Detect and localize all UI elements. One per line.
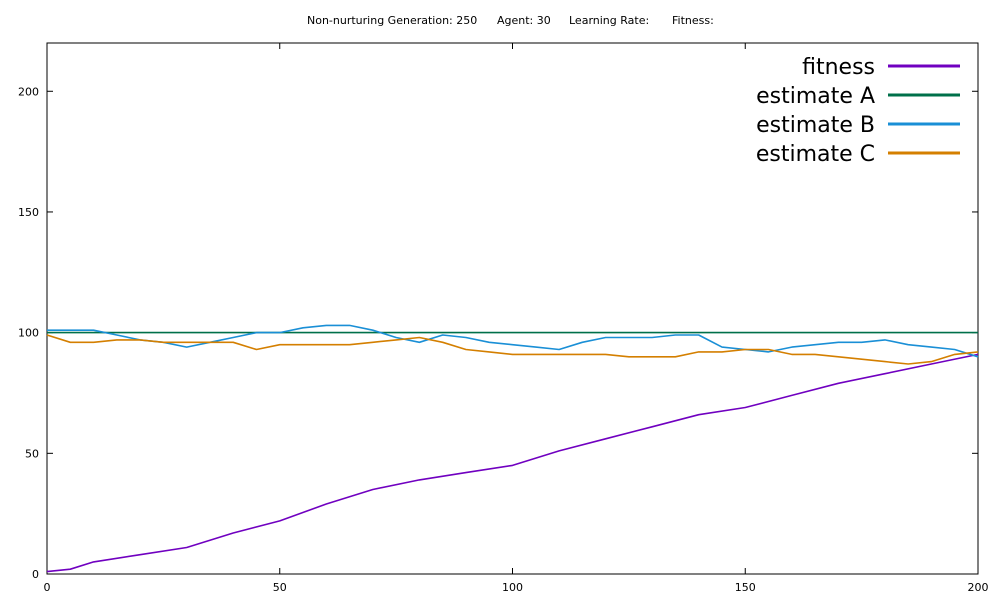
y-tick-label-2: 100 xyxy=(18,327,39,340)
x-tick-label-2: 100 xyxy=(502,581,523,594)
legend-label-estimate-A: estimate A xyxy=(756,84,875,109)
y-tick-label-3: 150 xyxy=(18,206,39,219)
x-tick-label-1: 50 xyxy=(273,581,287,594)
legend-label-estimate-C: estimate C xyxy=(756,142,875,167)
x-tick-label-3: 150 xyxy=(735,581,756,594)
legend-label-estimate-B: estimate B xyxy=(756,113,875,138)
legend: fitness estimate A estimate B estimate C xyxy=(756,55,960,167)
agent-label: Agent: 30 xyxy=(497,14,551,27)
series-line-fitness xyxy=(46,353,979,573)
learning-rate-label: Learning Rate: xyxy=(569,14,650,27)
fitness-label: Fitness: xyxy=(672,14,714,27)
x-tick-label-4: 200 xyxy=(968,581,989,594)
series-line-estimate-C xyxy=(46,334,979,365)
series-line-estimate-B xyxy=(47,324,979,358)
y-tick-label-4: 200 xyxy=(18,85,39,98)
y-tick-label-0: 0 xyxy=(32,568,39,581)
generation-label: Non-nurturing Generation: 250 xyxy=(307,14,478,27)
chart-header: Non-nurturing Generation: 250 Agent: 30 … xyxy=(0,14,1000,30)
y-tick-label-1: 50 xyxy=(25,447,39,460)
legend-label-fitness: fitness xyxy=(802,55,875,80)
x-tick-label-0: 0 xyxy=(44,581,51,594)
